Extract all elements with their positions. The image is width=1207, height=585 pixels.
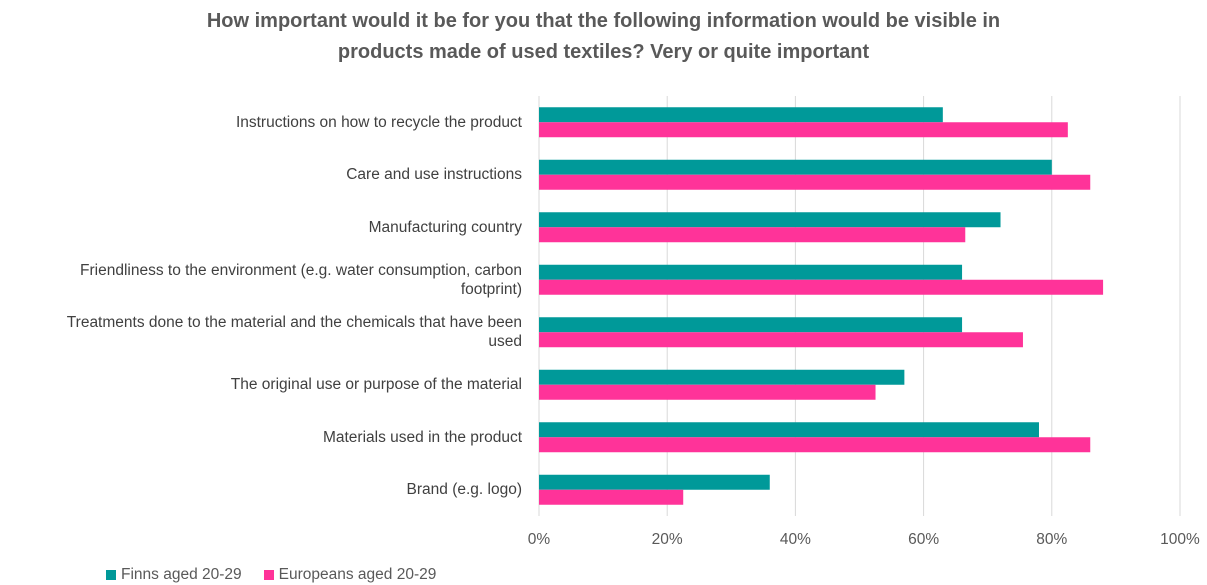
category-label: Friendliness to the environment (e.g. wa… [0, 261, 522, 299]
category-label: Brand (e.g. logo) [0, 480, 522, 499]
category-label-line: Friendliness to the environment (e.g. wa… [80, 261, 522, 279]
category-label-line: Manufacturing country [368, 218, 522, 236]
category-label: Instructions on how to recycle the produ… [0, 113, 522, 132]
category-label-line: Care and use instructions [346, 166, 522, 184]
x-tick-label: 100% [1160, 531, 1200, 548]
legend-swatch [263, 570, 274, 580]
category-label: Manufacturing country [0, 218, 522, 237]
legend-label: Europeans aged 20-29 [278, 566, 437, 583]
category-label-line: Treatments done to the material and the … [66, 314, 522, 332]
bar-finns [539, 422, 1039, 438]
bar-finns [539, 264, 963, 280]
bar-europeans [539, 174, 1091, 190]
bar-finns [539, 107, 943, 123]
legend-item: Europeans aged 20-29 [263, 566, 437, 584]
category-label-line: used [488, 333, 522, 351]
x-tick-label: 0% [527, 531, 551, 548]
bar-finns [539, 159, 1052, 175]
chart-title-line-1: How important would it be for you that t… [206, 10, 1001, 32]
bar-finns [539, 474, 770, 490]
x-tick-label: 60% [908, 531, 940, 548]
category-label: Materials used in the product [0, 428, 522, 447]
bar-europeans [539, 489, 684, 505]
bar-europeans [539, 227, 966, 243]
bar-europeans [539, 437, 1091, 453]
bar-finns [539, 369, 905, 385]
x-tick-label: 40% [779, 531, 811, 548]
legend-item: Finns aged 20-29 [106, 566, 242, 584]
category-label: The original use or purpose of the mater… [0, 375, 522, 394]
bar-europeans [539, 122, 1068, 138]
x-tick-label: 80% [1036, 531, 1068, 548]
legend: Finns aged 20-29 Europeans aged 20-29 [106, 566, 436, 584]
bar-finns [539, 212, 1001, 228]
bar-europeans [539, 279, 1104, 295]
category-label: Treatments done to the material and the … [0, 313, 522, 351]
chart-title-line-2: products made of used textiles? Very or … [337, 41, 870, 63]
category-label: Care and use instructions [0, 165, 522, 184]
legend-label: Finns aged 20-29 [121, 566, 242, 583]
category-label-line: Materials used in the product [322, 428, 522, 446]
category-label-line: The original use or purpose of the mater… [230, 376, 522, 394]
chart-title: How important would it be for you that t… [0, 6, 1207, 68]
category-label-line: footprint) [460, 280, 522, 298]
bar-finns [539, 317, 963, 333]
category-label-line: Brand (e.g. logo) [406, 481, 522, 499]
legend-swatch [106, 570, 116, 580]
category-label-line: Instructions on how to recycle the produ… [235, 113, 522, 131]
bar-europeans [539, 384, 876, 400]
bar-europeans [539, 332, 1023, 348]
x-tick-label: 20% [651, 531, 683, 548]
